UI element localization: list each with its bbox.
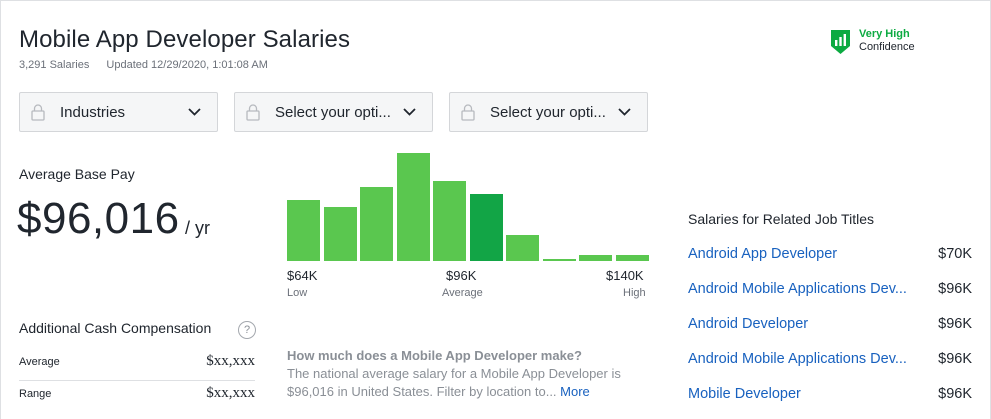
filter-dropdown-3[interactable]: Select your opti...: [449, 92, 648, 132]
filter-dropdown-2[interactable]: Select your opti...: [234, 92, 433, 132]
histogram-bar: [615, 255, 649, 261]
page-title: Mobile App Developer Salaries: [19, 26, 351, 53]
more-link[interactable]: More: [560, 384, 590, 399]
average-base-pay-label: Average Base Pay: [19, 166, 135, 182]
industries-dropdown[interactable]: Industries: [19, 92, 218, 132]
lock-icon: [31, 104, 45, 121]
related-job-row: Android Developer $96K: [688, 316, 972, 332]
related-job-salary: $96K: [938, 386, 972, 402]
additional-average-row: Average $xx,xxx: [19, 353, 255, 381]
related-job-link[interactable]: Android App Developer: [688, 246, 838, 262]
shield-chart-icon: [831, 30, 850, 54]
pay-unit: / yr: [185, 218, 210, 238]
additional-range-row: Range $xx,xxx: [19, 385, 255, 402]
dropdown-label: Select your opti...: [490, 103, 606, 121]
axis-low-value: $64K: [287, 268, 318, 283]
related-job-salary: $96K: [938, 351, 972, 367]
histogram-bar: [469, 194, 503, 261]
axis-high-label: High: [623, 287, 646, 299]
histogram-bar: [579, 255, 613, 261]
description-text: The national average salary for a Mobile…: [287, 366, 621, 399]
axis-high-value: $140K: [606, 268, 644, 283]
chevron-down-icon: [403, 108, 416, 116]
confidence-level: Very High: [859, 28, 910, 40]
histogram-bar: [360, 187, 394, 261]
related-job-link[interactable]: Android Mobile Applications Dev...: [688, 351, 907, 367]
help-icon[interactable]: ?: [238, 321, 256, 339]
average-base-pay-value: $96,016: [17, 194, 180, 243]
related-job-link[interactable]: Android Developer: [688, 316, 809, 332]
confidence-badge: Very High Confidence: [831, 28, 915, 54]
salary-count: 3,291 Salaries: [19, 59, 90, 71]
row-label: Average: [19, 356, 60, 368]
lock-icon: [461, 104, 475, 121]
related-job-link[interactable]: Android Mobile Applications Dev...: [688, 281, 907, 297]
salary-meta: 3,291 Salaries Updated 12/29/2020, 1:01:…: [19, 59, 268, 71]
lock-icon: [246, 104, 260, 121]
row-label: Range: [19, 388, 52, 400]
chevron-down-icon: [618, 108, 631, 116]
related-job-row: Android App Developer $70K: [688, 246, 972, 262]
axis-average-value: $96K: [446, 268, 477, 283]
additional-comp-label: Additional Cash Compensation: [19, 320, 212, 336]
histogram-bar: [542, 259, 576, 261]
histogram-bar: [287, 200, 321, 261]
histogram-bar: [506, 235, 540, 261]
row-value: $xx,xxx: [206, 385, 255, 401]
dropdown-label: Select your opti...: [275, 103, 391, 121]
related-job-salary: $96K: [938, 281, 972, 297]
axis-average-label: Average: [442, 287, 483, 299]
confidence-label: Confidence: [859, 41, 915, 53]
salary-histogram: [287, 151, 649, 263]
related-titles-heading: Salaries for Related Job Titles: [688, 211, 874, 227]
related-job-link[interactable]: Mobile Developer: [688, 386, 801, 402]
updated-timestamp: Updated 12/29/2020, 1:01:08 AM: [106, 59, 268, 71]
related-job-row: Mobile Developer $96K: [688, 386, 972, 402]
related-job-salary: $70K: [938, 246, 972, 262]
histogram-bar: [433, 181, 467, 261]
axis-low-label: Low: [287, 287, 308, 299]
histogram-bar: [396, 153, 430, 261]
related-job-row: Android Mobile Applications Dev... $96K: [688, 281, 972, 297]
related-job-row: Android Mobile Applications Dev... $96K: [688, 351, 972, 367]
salary-description: How much does a Mobile App Developer mak…: [287, 347, 647, 401]
related-job-salary: $96K: [938, 316, 972, 332]
description-question: How much does a Mobile App Developer mak…: [287, 348, 582, 363]
histogram-bar: [323, 207, 357, 261]
dropdown-label: Industries: [60, 103, 126, 121]
chevron-down-icon: [188, 108, 201, 116]
row-value: $xx,xxx: [206, 353, 255, 369]
